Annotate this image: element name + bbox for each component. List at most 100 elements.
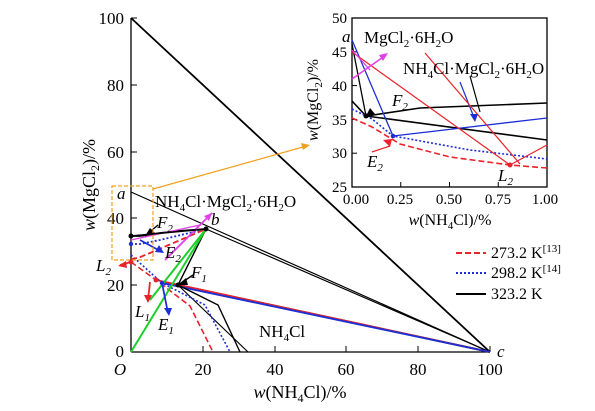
inset-line-298K-3 bbox=[392, 117, 548, 137]
inset-x-tick-label: 0.25 bbox=[387, 192, 413, 208]
inset-point-l2 bbox=[507, 162, 513, 168]
inset-y-tick-label: 50 bbox=[332, 11, 347, 27]
main-y-tick-label: 20 bbox=[107, 276, 124, 295]
zoom-callout-arrow bbox=[152, 146, 304, 190]
arrowhead-red-l2 bbox=[118, 261, 127, 268]
main-y-tick-label: 40 bbox=[107, 209, 124, 228]
point-b bbox=[203, 226, 209, 232]
inset-point-e2 bbox=[390, 133, 396, 139]
main-y-tick-label: 60 bbox=[107, 143, 124, 162]
main-y-tick-label: 0 bbox=[116, 342, 125, 361]
inset-magenta-line bbox=[351, 54, 387, 80]
curve-273K-lower bbox=[130, 261, 214, 353]
arrowhead-magenta bbox=[204, 213, 212, 221]
label-e2: E2 bbox=[164, 243, 181, 265]
legend-item: 273.2 K[13] bbox=[456, 243, 561, 262]
inset-x-tick-label: 0.75 bbox=[485, 192, 511, 208]
arrowhead-black-f2 bbox=[145, 228, 155, 236]
main-points bbox=[128, 226, 209, 288]
inset-line-298K-4 bbox=[459, 81, 476, 121]
inset-magenta-line-2 bbox=[351, 49, 371, 71]
inset-line-323K-4 bbox=[469, 75, 481, 113]
zoom-callout-arrowhead bbox=[301, 143, 310, 150]
label-l1: L1 bbox=[134, 302, 150, 324]
magenta-line bbox=[164, 212, 213, 261]
main-arrowheads bbox=[118, 213, 212, 316]
tie-line-a-c bbox=[130, 191, 491, 353]
inset-magenta-arrowhead bbox=[379, 53, 388, 61]
curve-298K-lower bbox=[130, 254, 231, 353]
main-point-labels: a b c L2 L1 E2 E1 F2 F1 bbox=[95, 184, 505, 361]
legend-item: 323.2 K bbox=[456, 286, 543, 303]
inset-red-arrowhead bbox=[383, 139, 392, 147]
main-x-tick-label: 20 bbox=[195, 360, 212, 379]
inset-x-axis-title: w(NH4Cl)/% bbox=[409, 212, 492, 232]
label-l2: L2 bbox=[95, 256, 111, 278]
inset-x-tick-label: 0.50 bbox=[436, 192, 462, 208]
point-e1 bbox=[159, 280, 165, 286]
legend: 273.2 K[13] 298.2 K[14] 323.2 K bbox=[456, 243, 561, 303]
label-f2: F2 bbox=[156, 213, 173, 235]
point-l2 bbox=[128, 259, 134, 265]
inset-curve-323K bbox=[351, 100, 548, 117]
phase-label-nh4cl: NH4Cl bbox=[259, 322, 305, 344]
main-y-axis-title: w(MgCl2)/% bbox=[79, 139, 102, 231]
tie-line-f1-c-blue bbox=[161, 282, 491, 353]
arrowhead-black-f1 bbox=[178, 278, 188, 285]
inset-plot: a F2 E2 L2 MgCl2·6H2O NH4Cl·MgCl2·6H2O 5… bbox=[305, 11, 558, 232]
main-y-tick-labels: 100 80 60 40 20 0 bbox=[99, 9, 125, 361]
inset-y-tick-label: 45 bbox=[332, 45, 347, 61]
inset-x-tick-label: 1.00 bbox=[532, 192, 558, 208]
main-solubility-curves bbox=[130, 228, 241, 353]
inset-line-323K-3 bbox=[351, 43, 367, 117]
arrowhead-red-l1 bbox=[144, 295, 152, 303]
inset-phase-label-mgcl2: MgCl2·6H2O bbox=[364, 28, 453, 50]
inset-y-tick-label: 30 bbox=[332, 146, 347, 162]
main-x-tick-label: 40 bbox=[267, 360, 284, 379]
main-x-tick-label: 100 bbox=[477, 360, 503, 379]
phase-label-double-salt: NH4Cl·MgCl2·6H2O bbox=[155, 192, 296, 214]
inset-label-a: a bbox=[342, 27, 351, 46]
curve-273K bbox=[130, 228, 207, 260]
inset-y-tick-label: 40 bbox=[332, 79, 347, 95]
main-y-tick-label: 80 bbox=[107, 76, 124, 95]
inset-line-298K-2 bbox=[351, 39, 394, 137]
label-e1: E1 bbox=[157, 315, 174, 337]
main-x-tick-label: 60 bbox=[338, 360, 355, 379]
inset-curves bbox=[351, 39, 548, 169]
black-line-ab bbox=[130, 228, 207, 237]
zoom-region-box bbox=[111, 185, 154, 261]
label-c: c bbox=[497, 342, 505, 361]
main-hypotenuse bbox=[130, 17, 491, 353]
label-f1: F1 bbox=[190, 263, 207, 285]
main-tie-lines bbox=[130, 191, 491, 353]
tie-line-b-c-black bbox=[205, 228, 491, 353]
point-a bbox=[128, 233, 134, 239]
green-line-2 bbox=[149, 228, 207, 301]
main-y-tick-label: 100 bbox=[99, 9, 125, 28]
label-a: a bbox=[117, 184, 126, 203]
main-x-axis-title: w(NH4Cl)/% bbox=[253, 382, 346, 405]
inset-label-l2: L2 bbox=[497, 166, 513, 188]
inset-blue-arrowhead bbox=[470, 114, 478, 122]
inset-label-f2: F2 bbox=[391, 91, 408, 113]
curve-298K bbox=[131, 228, 207, 245]
main-origin-label: O bbox=[114, 360, 126, 379]
inset-x-tick-label: 0.00 bbox=[343, 192, 369, 208]
inset-phase-label-double-salt: NH4Cl·MgCl2·6H2O bbox=[403, 59, 544, 81]
inset-black-arrowhead bbox=[366, 108, 375, 116]
curve-323K-lower bbox=[177, 228, 241, 353]
point-f1 bbox=[175, 282, 181, 288]
inset-red-arrow-line bbox=[371, 145, 391, 153]
arrowhead-blue-e1 bbox=[164, 308, 172, 316]
legend-label-323K: 323.2 K bbox=[491, 286, 543, 303]
inset-y-tick-label: 35 bbox=[332, 113, 347, 129]
label-b: b bbox=[211, 210, 220, 229]
inset-frame bbox=[351, 17, 548, 188]
legend-item: 298.2 K[14] bbox=[456, 263, 561, 282]
inset-curve-273K bbox=[351, 117, 548, 169]
main-x-tick-label: 80 bbox=[410, 360, 427, 379]
inset-line-273K-3 bbox=[424, 52, 521, 165]
point-l1 bbox=[153, 277, 159, 283]
inset-y-axis-title: w(MgCl2)/% bbox=[305, 59, 325, 141]
